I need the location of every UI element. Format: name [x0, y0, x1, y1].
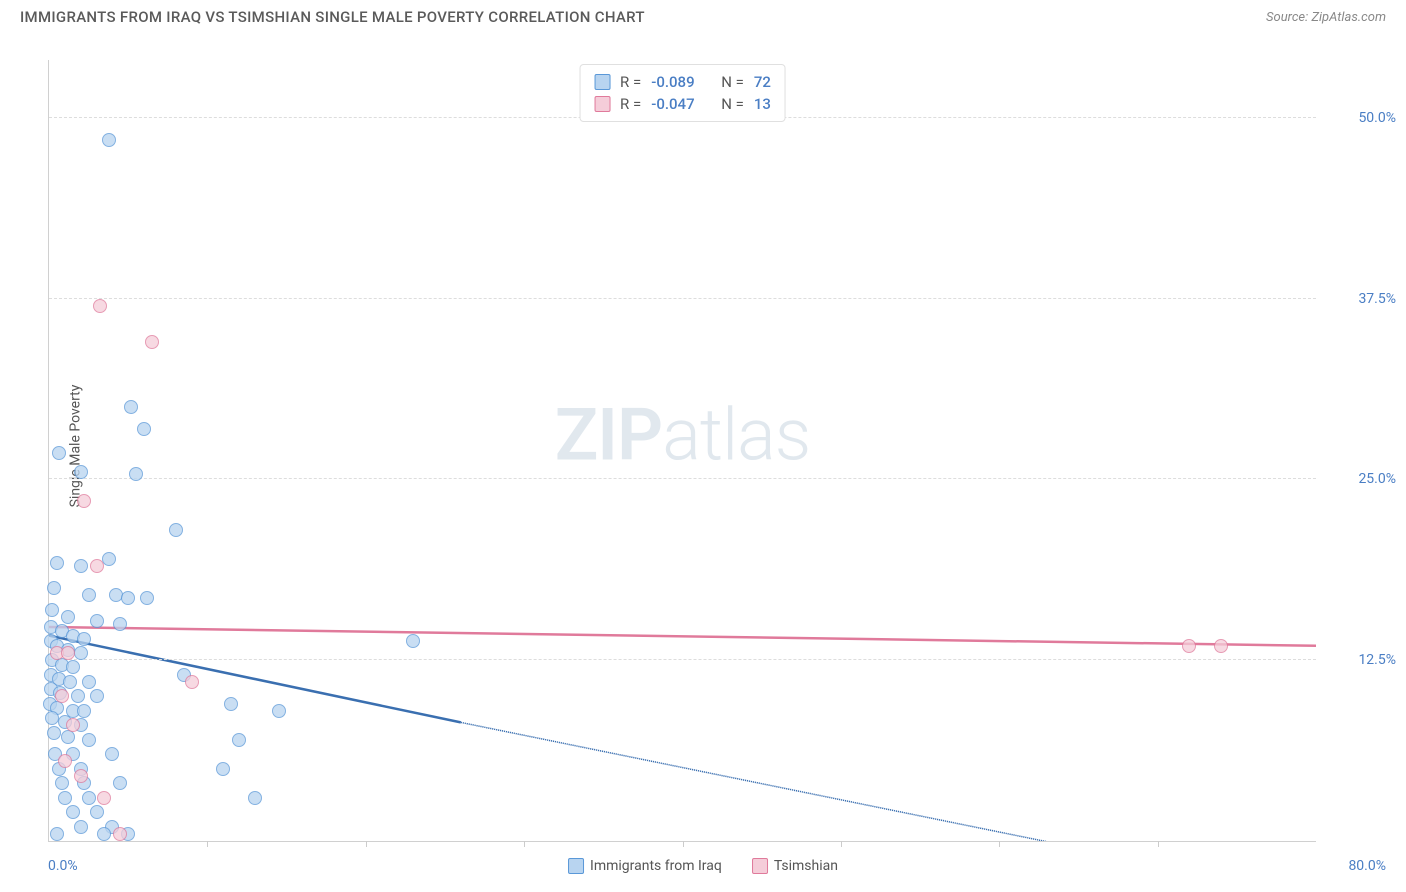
gridline-horizontal: [49, 298, 1316, 299]
scatter-point-iraq: [105, 747, 119, 761]
legend-label-iraq: Immigrants from Iraq: [590, 858, 722, 874]
trendline-iraq-dashed: [461, 722, 1221, 841]
watermark-text: ZIPatlas: [555, 392, 811, 477]
x-tick: [683, 841, 684, 847]
x-tick: [999, 841, 1000, 847]
scatter-point-iraq: [58, 791, 72, 805]
correlation-legend: R =-0.089N =72R =-0.047N =13: [579, 64, 786, 122]
scatter-point-iraq: [272, 704, 286, 718]
x-axis-origin-label: 0.0%: [48, 858, 78, 874]
x-tick: [841, 841, 842, 847]
chart-title: IMMIGRANTS FROM IRAQ VS TSIMSHIAN SINGLE…: [20, 8, 645, 26]
legend-swatch-tsimshian: [594, 96, 610, 112]
y-tick-label: 37.5%: [1326, 291, 1396, 307]
scatter-point-iraq: [90, 689, 104, 703]
scatter-point-iraq: [124, 400, 138, 414]
scatter-point-iraq: [63, 675, 77, 689]
legend-item-iraq: Immigrants from Iraq: [568, 858, 722, 874]
scatter-point-tsimshian: [55, 689, 69, 703]
scatter-point-tsimshian: [74, 769, 88, 783]
plot-area: ZIPatlas R =-0.089N =72R =-0.047N =13 12…: [48, 60, 1316, 842]
correlation-row-tsimshian: R =-0.047N =13: [594, 93, 771, 115]
x-tick: [524, 841, 525, 847]
scatter-point-iraq: [74, 646, 88, 660]
scatter-point-iraq: [248, 791, 262, 805]
y-tick-label: 12.5%: [1326, 652, 1396, 668]
scatter-point-iraq: [102, 133, 116, 147]
scatter-point-tsimshian: [185, 675, 199, 689]
scatter-point-iraq: [406, 634, 420, 648]
scatter-point-tsimshian: [61, 646, 75, 660]
source-attribution: Source: ZipAtlas.com: [1266, 10, 1386, 25]
scatter-point-tsimshian: [1214, 639, 1228, 653]
scatter-point-iraq: [82, 733, 96, 747]
legend-item-tsimshian: Tsimshian: [752, 858, 838, 874]
scatter-point-iraq: [129, 467, 143, 481]
scatter-point-iraq: [61, 610, 75, 624]
scatter-point-iraq: [66, 805, 80, 819]
scatter-point-iraq: [52, 446, 66, 460]
scatter-point-tsimshian: [66, 718, 80, 732]
scatter-point-iraq: [47, 726, 61, 740]
scatter-point-iraq: [216, 762, 230, 776]
scatter-point-tsimshian: [93, 299, 107, 313]
scatter-point-tsimshian: [1182, 639, 1196, 653]
x-tick: [207, 841, 208, 847]
scatter-point-iraq: [47, 581, 61, 595]
y-tick-label: 25.0%: [1326, 471, 1396, 487]
scatter-point-iraq: [71, 689, 85, 703]
scatter-point-iraq: [55, 776, 69, 790]
scatter-point-iraq: [109, 588, 123, 602]
scatter-point-iraq: [74, 559, 88, 573]
scatter-point-iraq: [97, 827, 111, 841]
scatter-point-iraq: [82, 675, 96, 689]
scatter-point-iraq: [66, 660, 80, 674]
scatter-point-iraq: [113, 617, 127, 631]
scatter-point-iraq: [90, 614, 104, 628]
gridline-horizontal: [49, 478, 1316, 479]
y-tick-label: 50.0%: [1326, 110, 1396, 126]
scatter-point-iraq: [121, 591, 135, 605]
scatter-point-iraq: [90, 805, 104, 819]
scatter-point-iraq: [224, 697, 238, 711]
scatter-point-tsimshian: [77, 494, 91, 508]
scatter-point-iraq: [232, 733, 246, 747]
correlation-row-iraq: R =-0.089N =72: [594, 71, 771, 93]
scatter-point-tsimshian: [97, 791, 111, 805]
x-tick: [366, 841, 367, 847]
scatter-point-tsimshian: [90, 559, 104, 573]
x-axis-max-label: 80.0%: [1348, 858, 1386, 874]
trendline-tsimshian: [49, 627, 1316, 646]
scatter-point-tsimshian: [58, 754, 72, 768]
scatter-point-iraq: [82, 588, 96, 602]
legend-swatch-iraq: [568, 858, 584, 874]
legend-label-tsimshian: Tsimshian: [774, 858, 838, 874]
scatter-point-iraq: [45, 603, 59, 617]
scatter-point-iraq: [50, 827, 64, 841]
scatter-point-tsimshian: [113, 827, 127, 841]
gridline-horizontal: [49, 659, 1316, 660]
scatter-point-iraq: [137, 422, 151, 436]
scatter-point-iraq: [77, 632, 91, 646]
series-legend: Immigrants from Iraq Tsimshian: [568, 858, 838, 874]
trend-lines-layer: [49, 60, 1316, 841]
scatter-point-iraq: [74, 820, 88, 834]
scatter-point-iraq: [82, 791, 96, 805]
x-tick: [1158, 841, 1159, 847]
scatter-point-iraq: [74, 465, 88, 479]
scatter-point-iraq: [169, 523, 183, 537]
scatter-point-iraq: [50, 556, 64, 570]
legend-swatch-tsimshian: [752, 858, 768, 874]
scatter-point-tsimshian: [145, 335, 159, 349]
trendline-iraq-solid: [49, 636, 461, 723]
legend-swatch-iraq: [594, 74, 610, 90]
scatter-point-iraq: [102, 552, 116, 566]
scatter-point-iraq: [77, 704, 91, 718]
scatter-point-iraq: [140, 591, 154, 605]
scatter-point-iraq: [113, 776, 127, 790]
